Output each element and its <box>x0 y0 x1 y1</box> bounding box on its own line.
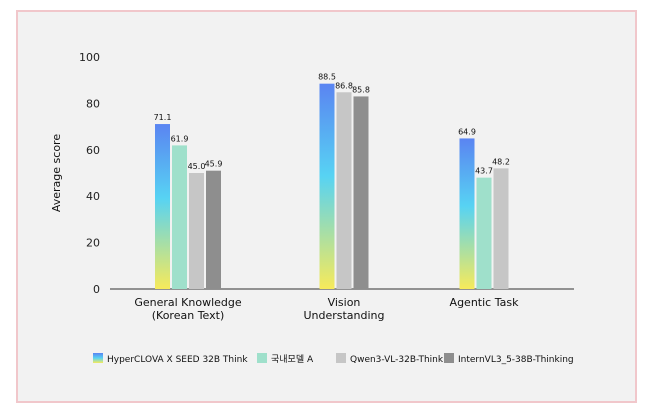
bar-chart: 0 20 40 60 80 100 Average score General Knowled… <box>50 51 574 365</box>
bar <box>459 138 475 289</box>
category-label: General Knowledge <box>134 296 242 309</box>
legend-label: InternVL3_5-38B-Thinking <box>458 355 574 365</box>
y-tick-label: 80 <box>86 97 100 110</box>
category-label: (Korean Text) <box>152 309 224 322</box>
data-label: 61.9 <box>171 134 189 143</box>
bar <box>476 177 492 289</box>
legend-swatch <box>336 353 346 363</box>
axes: 0 20 40 60 80 100 Average score General Knowled… <box>50 51 574 322</box>
y-tick-label: 20 <box>86 237 100 250</box>
y-tick-label: 0 <box>93 283 100 296</box>
bar <box>206 170 221 289</box>
data-label: 71.1 <box>154 113 172 122</box>
data-label: 45.0 <box>188 162 206 171</box>
data-labels: 71.1 61.9 45.0 45.9 88.586.8 85.8 64.9 43.748.2 <box>154 73 510 176</box>
bar <box>172 145 187 289</box>
data-label: 86.8 <box>335 81 353 90</box>
bars <box>155 83 509 290</box>
y-tick-label: 60 <box>86 144 100 157</box>
category-label: Understanding <box>303 309 384 322</box>
bar <box>319 83 335 290</box>
data-label: 85.8 <box>352 85 370 94</box>
legend-label: Qwen3-VL-32B-Think <box>350 355 444 365</box>
data-label: 48.2 <box>492 157 510 166</box>
legend-label: HyperCLOVA X SEED 32B Think <box>107 355 248 365</box>
y-tick-label: 40 <box>86 190 100 203</box>
legend-swatch <box>93 353 103 363</box>
legend-label: 국내모델 A <box>271 353 314 365</box>
y-axis-label: Average score <box>50 134 63 212</box>
y-tick-label: 100 <box>79 51 100 64</box>
chart-frame: 0 20 40 60 80 100 Average score General Knowled… <box>16 10 637 403</box>
bar <box>353 96 369 289</box>
bar <box>493 168 509 289</box>
data-label: 45.9 <box>205 160 223 169</box>
data-label: 43.7 <box>475 167 493 176</box>
legend-swatch <box>444 353 454 363</box>
category-label: Vision <box>328 296 361 309</box>
bar <box>189 173 204 289</box>
legend-swatch <box>257 353 267 363</box>
bar <box>155 124 170 289</box>
bar <box>336 92 352 289</box>
category-label: Agentic Task <box>450 296 520 309</box>
data-label: 88.5 <box>318 73 336 82</box>
data-label: 64.9 <box>458 127 476 136</box>
legend: HyperCLOVA X SEED 32B Think 국내모델 A Qwen3-V… <box>93 353 574 365</box>
